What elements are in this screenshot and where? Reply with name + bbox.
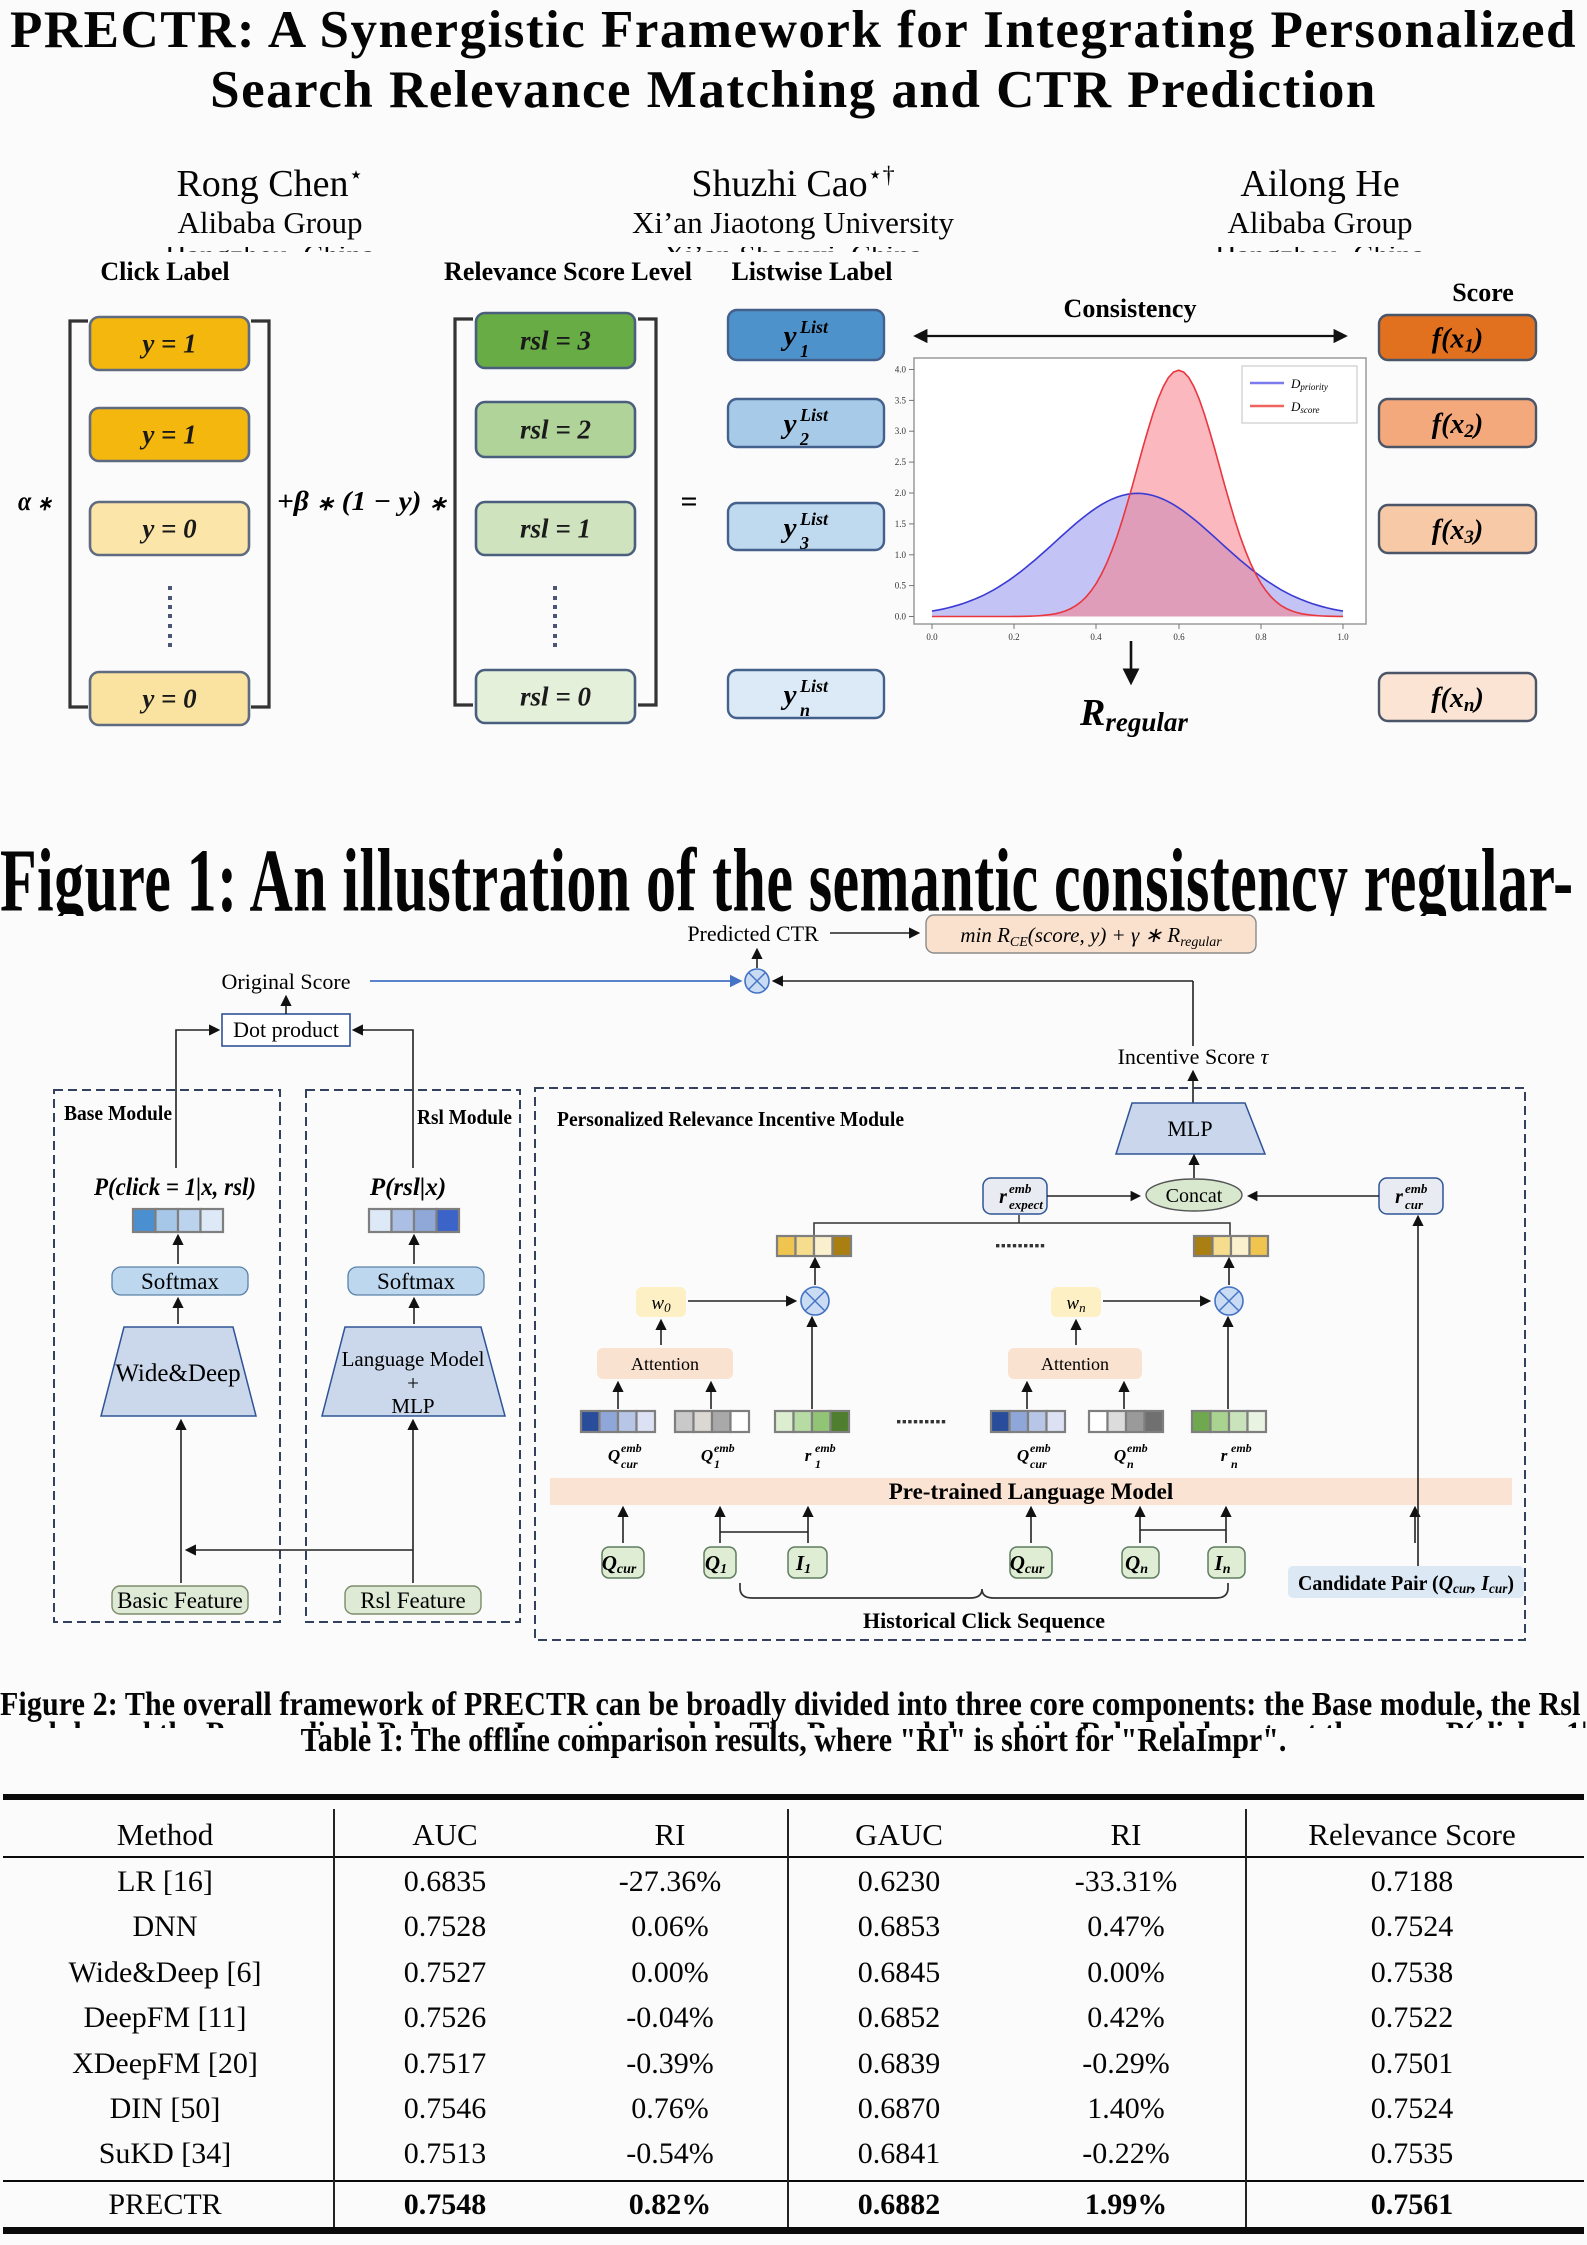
svg-text:+: + — [407, 1371, 419, 1395]
svg-text:Q: Q — [608, 1446, 620, 1465]
svg-text:Consistency: Consistency — [1064, 294, 1197, 323]
svg-text:expect: expect — [1009, 1197, 1043, 1212]
svg-text:rsl = 1: rsl = 1 — [520, 514, 591, 544]
svg-text:cur: cur — [1405, 1197, 1424, 1212]
svg-text:Softmax: Softmax — [141, 1269, 219, 1294]
svg-text:List: List — [799, 509, 829, 529]
svg-text:2.0: 2.0 — [895, 488, 907, 498]
svg-text:emb: emb — [815, 1441, 836, 1455]
svg-text:f(xn): f(xn) — [1431, 683, 1484, 716]
svg-text:emb: emb — [1127, 1441, 1148, 1455]
svg-text:Softmax: Softmax — [377, 1269, 455, 1294]
svg-text:Base Module: Base Module — [64, 1101, 172, 1125]
svg-text:Incentive Score τ: Incentive Score τ — [1118, 1044, 1270, 1069]
svg-text:rsl = 0: rsl = 0 — [520, 682, 591, 712]
svg-text:Personalized Relevance Incenti: Personalized Relevance Incentive Module — [557, 1107, 904, 1131]
svg-text:f(x2): f(x2) — [1432, 409, 1483, 442]
svg-text:MLP: MLP — [391, 1394, 434, 1418]
svg-text:f(x1): f(x1) — [1432, 324, 1483, 357]
svg-text:n: n — [800, 700, 810, 720]
svg-text:Listwise Label: Listwise Label — [731, 257, 892, 286]
svg-text:Rsl Module: Rsl Module — [417, 1105, 512, 1129]
svg-text:Relevance Score Level: Relevance Score Level — [444, 257, 692, 286]
svg-text:MLP: MLP — [1167, 1116, 1212, 1141]
svg-text:y: y — [781, 512, 797, 544]
svg-text:f(x3): f(x3) — [1432, 515, 1483, 548]
svg-text:cur: cur — [1030, 1457, 1047, 1471]
svg-text:Q: Q — [1114, 1446, 1126, 1465]
svg-text:Q: Q — [701, 1446, 713, 1465]
svg-text:3.5: 3.5 — [895, 395, 907, 405]
svg-text:P(click = 1|x, rsl): P(click = 1|x, rsl) — [93, 1174, 256, 1201]
svg-text:emb: emb — [1009, 1181, 1032, 1196]
svg-text:Basic Feature: Basic Feature — [117, 1588, 243, 1613]
svg-text:Rsl Feature: Rsl Feature — [360, 1588, 465, 1613]
svg-text:min RCE(score, y) + γ ∗ Rregul: min RCE(score, y) + γ ∗ Rregular — [960, 923, 1222, 950]
svg-text:Candidate Pair (Qcur, Icur): Candidate Pair (Qcur, Icur) — [1298, 1571, 1514, 1597]
svg-text:3.0: 3.0 — [895, 426, 907, 436]
svg-text:Historical Click Sequence: Historical Click Sequence — [863, 1608, 1105, 1633]
svg-text:r: r — [999, 1186, 1007, 1208]
svg-text:0.5: 0.5 — [895, 581, 907, 591]
svg-text:y = 1: y = 1 — [139, 420, 196, 450]
svg-text:List: List — [799, 676, 829, 696]
svg-text:2.5: 2.5 — [895, 457, 907, 467]
svg-text:0.2: 0.2 — [1008, 632, 1019, 642]
svg-text:=: = — [680, 485, 697, 518]
svg-text:y = 0: y = 0 — [139, 684, 197, 714]
svg-text:Attention: Attention — [631, 1354, 699, 1374]
svg-text:1: 1 — [714, 1457, 720, 1471]
svg-text:rsl = 2: rsl = 2 — [520, 415, 591, 445]
svg-text:n: n — [1231, 1457, 1238, 1471]
svg-text:emb: emb — [621, 1441, 642, 1455]
svg-text:y: y — [781, 320, 797, 352]
svg-text:Wide&Deep: Wide&Deep — [115, 1360, 240, 1387]
svg-text:Language Model: Language Model — [342, 1347, 485, 1371]
svg-text:Score: Score — [1452, 278, 1514, 307]
svg-text:rsl = 3: rsl = 3 — [520, 326, 591, 356]
svg-text:0.8: 0.8 — [1255, 632, 1267, 642]
svg-text:emb: emb — [1231, 1441, 1252, 1455]
svg-text:α ∗: α ∗ — [18, 486, 52, 516]
svg-text:emb: emb — [714, 1441, 735, 1455]
svg-text:1: 1 — [815, 1457, 821, 1471]
svg-text:List: List — [799, 405, 829, 425]
svg-text:y = 1: y = 1 — [139, 329, 196, 359]
svg-text:2: 2 — [799, 429, 809, 449]
svg-text:0.0: 0.0 — [926, 632, 938, 642]
svg-text:Dot product: Dot product — [233, 1017, 339, 1042]
svg-text:1.0: 1.0 — [895, 550, 907, 560]
svg-text:Concat: Concat — [1166, 1185, 1223, 1207]
svg-text:Rregular: Rregular — [1079, 692, 1188, 737]
svg-text:Pre-trained Language Model: Pre-trained Language Model — [889, 1479, 1174, 1504]
svg-text:Qcur: Qcur — [602, 1551, 637, 1577]
svg-text:1.5: 1.5 — [895, 519, 907, 529]
svg-text:1.0: 1.0 — [1337, 632, 1349, 642]
svg-text:0.0: 0.0 — [895, 612, 907, 622]
svg-text:Click Label: Click Label — [100, 257, 229, 286]
svg-text:y = 0: y = 0 — [139, 514, 197, 544]
svg-text:r: r — [1395, 1186, 1403, 1208]
svg-text:List: List — [799, 317, 829, 337]
svg-text:1: 1 — [800, 341, 809, 361]
svg-text:Predicted CTR: Predicted CTR — [687, 921, 819, 946]
svg-text:3: 3 — [799, 533, 809, 553]
svg-text:0.6: 0.6 — [1173, 632, 1185, 642]
svg-text:cur: cur — [621, 1457, 638, 1471]
svg-text:n: n — [1127, 1457, 1134, 1471]
svg-text:emb: emb — [1030, 1441, 1051, 1455]
svg-text:emb: emb — [1405, 1181, 1428, 1196]
svg-text:Q: Q — [1017, 1446, 1029, 1465]
svg-text:r: r — [1221, 1446, 1228, 1465]
svg-text:+β ∗ (1 − y) ∗: +β ∗ (1 − y) ∗ — [277, 486, 447, 516]
svg-text:y: y — [781, 679, 797, 711]
svg-text:0.4: 0.4 — [1090, 632, 1102, 642]
svg-text:y: y — [781, 408, 797, 440]
svg-text:Attention: Attention — [1041, 1354, 1109, 1374]
svg-text:4.0: 4.0 — [895, 365, 907, 375]
svg-text:Original Score: Original Score — [222, 969, 351, 994]
svg-text:r: r — [805, 1446, 812, 1465]
svg-text:P(rsl|x): P(rsl|x) — [369, 1174, 446, 1201]
